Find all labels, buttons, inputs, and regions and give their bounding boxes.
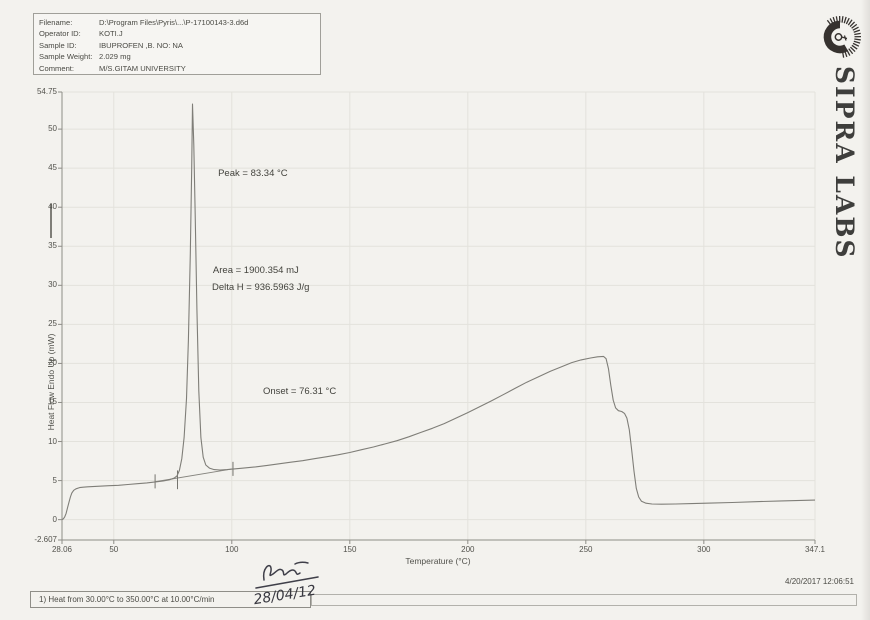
logo-part — [847, 19, 853, 26]
sample-weight-value: 2.029 mg — [99, 52, 131, 62]
operator-id-value: KOTI.J — [99, 29, 123, 39]
report-datetime: 4/20/2017 12:06:51 — [785, 577, 854, 586]
logo-part — [851, 23, 858, 29]
logo-part — [823, 20, 849, 54]
logo-part — [852, 42, 860, 47]
signature-underline — [255, 576, 319, 589]
comment-value: M/S.GITAM UNIVERSITY — [99, 63, 186, 73]
header-row: Sample ID: IBUPROFEN ,B. NO: NA — [39, 40, 320, 51]
logo-part — [854, 38, 861, 41]
logo-part — [849, 46, 856, 53]
field-label: Sample Weight: — [39, 52, 93, 62]
signature-scribble — [262, 561, 309, 581]
logo-part — [851, 44, 858, 50]
logo-part — [841, 16, 844, 23]
logo-part — [849, 21, 856, 28]
method-step-text: 1) Heat from 30.00°C to 350.00°C at 10.0… — [39, 595, 215, 604]
field-label: Filename: — [39, 18, 73, 27]
logo-part — [853, 40, 861, 44]
header-row: Filename: D:\Program Files\Pyris\...\P-17… — [39, 17, 320, 28]
sipra-labs-logo-icon — [823, 15, 862, 58]
header-row: Comment: M/S.GITAM UNIVERSITY — [39, 63, 320, 74]
brand-name: SIPRA LABS — [830, 66, 859, 260]
logo-part — [832, 29, 848, 45]
sample-info-box: Filename: D:\Program Files\Pyris\...\P-17… — [33, 13, 321, 75]
logo-part — [845, 17, 850, 25]
logo-part — [852, 26, 859, 31]
method-step-box: 1) Heat from 30.00°C to 350.00°C at 10.0… — [30, 591, 311, 608]
field-label: Operator ID: — [39, 29, 81, 39]
field-label: Comment: — [39, 63, 75, 73]
logo-part — [834, 33, 843, 41]
header-row: Operator ID: KOTI.J — [39, 28, 320, 39]
logo-part — [841, 35, 848, 41]
logo-part — [843, 16, 847, 24]
logo-part — [848, 48, 854, 55]
header-row: Sample Weight: 2.029 mg — [39, 51, 320, 62]
handwritten-signature: 28/04/12 — [252, 561, 319, 608]
heat-flow-curve — [61, 103, 816, 521]
filename-value: D:\Program Files\Pyris\...\P-17100143-3.… — [99, 18, 249, 27]
empty-results-box — [311, 594, 857, 606]
logo-part — [853, 29, 861, 33]
field-label: Sample ID: — [39, 40, 77, 50]
axis-frame — [61, 92, 815, 541]
sample-id-value: IBUPROFEN ,B. NO: NA — [99, 40, 183, 50]
logo-part — [854, 32, 861, 36]
